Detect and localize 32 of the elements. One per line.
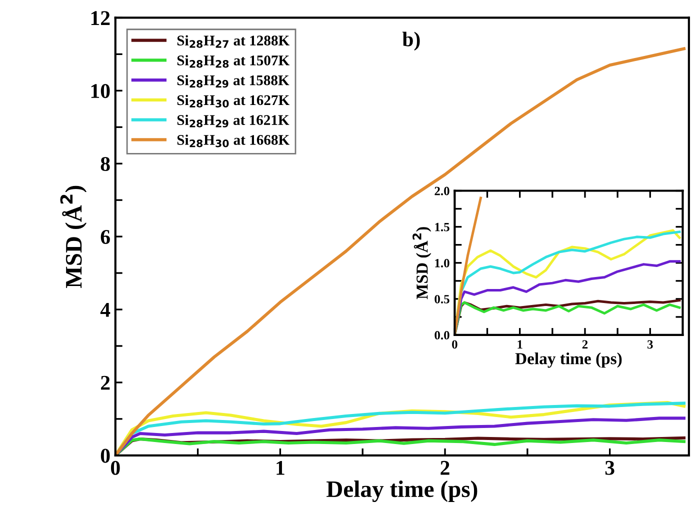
x-tick-label: 1 — [518, 340, 522, 349]
x-tick-label: 2 — [582, 340, 588, 349]
y-tick-label: 4 — [100, 303, 110, 317]
x-axis-title: Delay time (ps) — [515, 352, 622, 368]
line-series — [454, 196, 482, 335]
x-tick-label: 0 — [110, 460, 120, 475]
x-tick-label: 1 — [276, 460, 284, 475]
y-tick-label: 2 — [100, 376, 110, 390]
annotation: b) — [402, 32, 420, 51]
x-tick-label: 0 — [452, 340, 458, 349]
y-tick-label: 2.0 — [434, 186, 450, 196]
x-tick-label: 3 — [605, 460, 614, 475]
legend-label: Si$_{28}$H$_{28}$ at 1507K — [177, 55, 290, 68]
y-tick-label: 6 — [100, 230, 110, 244]
y-axis-title: MSD (Å$^{2}$) — [60, 186, 87, 288]
y-tick-label: 8 — [100, 156, 110, 172]
y-tick-label: 1.0 — [435, 258, 450, 268]
y-tick-label: 10 — [91, 84, 110, 98]
legend-label: Si$_{28}$H$_{30}$ at 1627K — [177, 94, 290, 108]
y-tick-label: 12 — [91, 11, 110, 25]
legend-label: Si$_{28}$H$_{29}$ at 1588K — [177, 74, 290, 88]
legend-label: Si$_{28}$H$_{27}$ at 1288K — [177, 35, 290, 48]
line-series — [115, 416, 686, 456]
y-tick-label: 0.0 — [434, 330, 450, 340]
y-axis-title: MSD (Å$^{2}$) — [412, 227, 432, 300]
legend-label: Si$_{28}$H$_{29}$ at 1621K — [177, 114, 290, 128]
y-tick-label: 0.5 — [434, 294, 450, 304]
legend-label: Si$_{28}$H$_{30}$ at 1668K — [177, 134, 290, 148]
y-tick-label: 1.5 — [435, 222, 450, 232]
y-tick-label: 0 — [100, 448, 110, 463]
x-axis-title: Delay time (ps) — [326, 480, 478, 502]
x-tick-label: 3 — [647, 340, 653, 349]
